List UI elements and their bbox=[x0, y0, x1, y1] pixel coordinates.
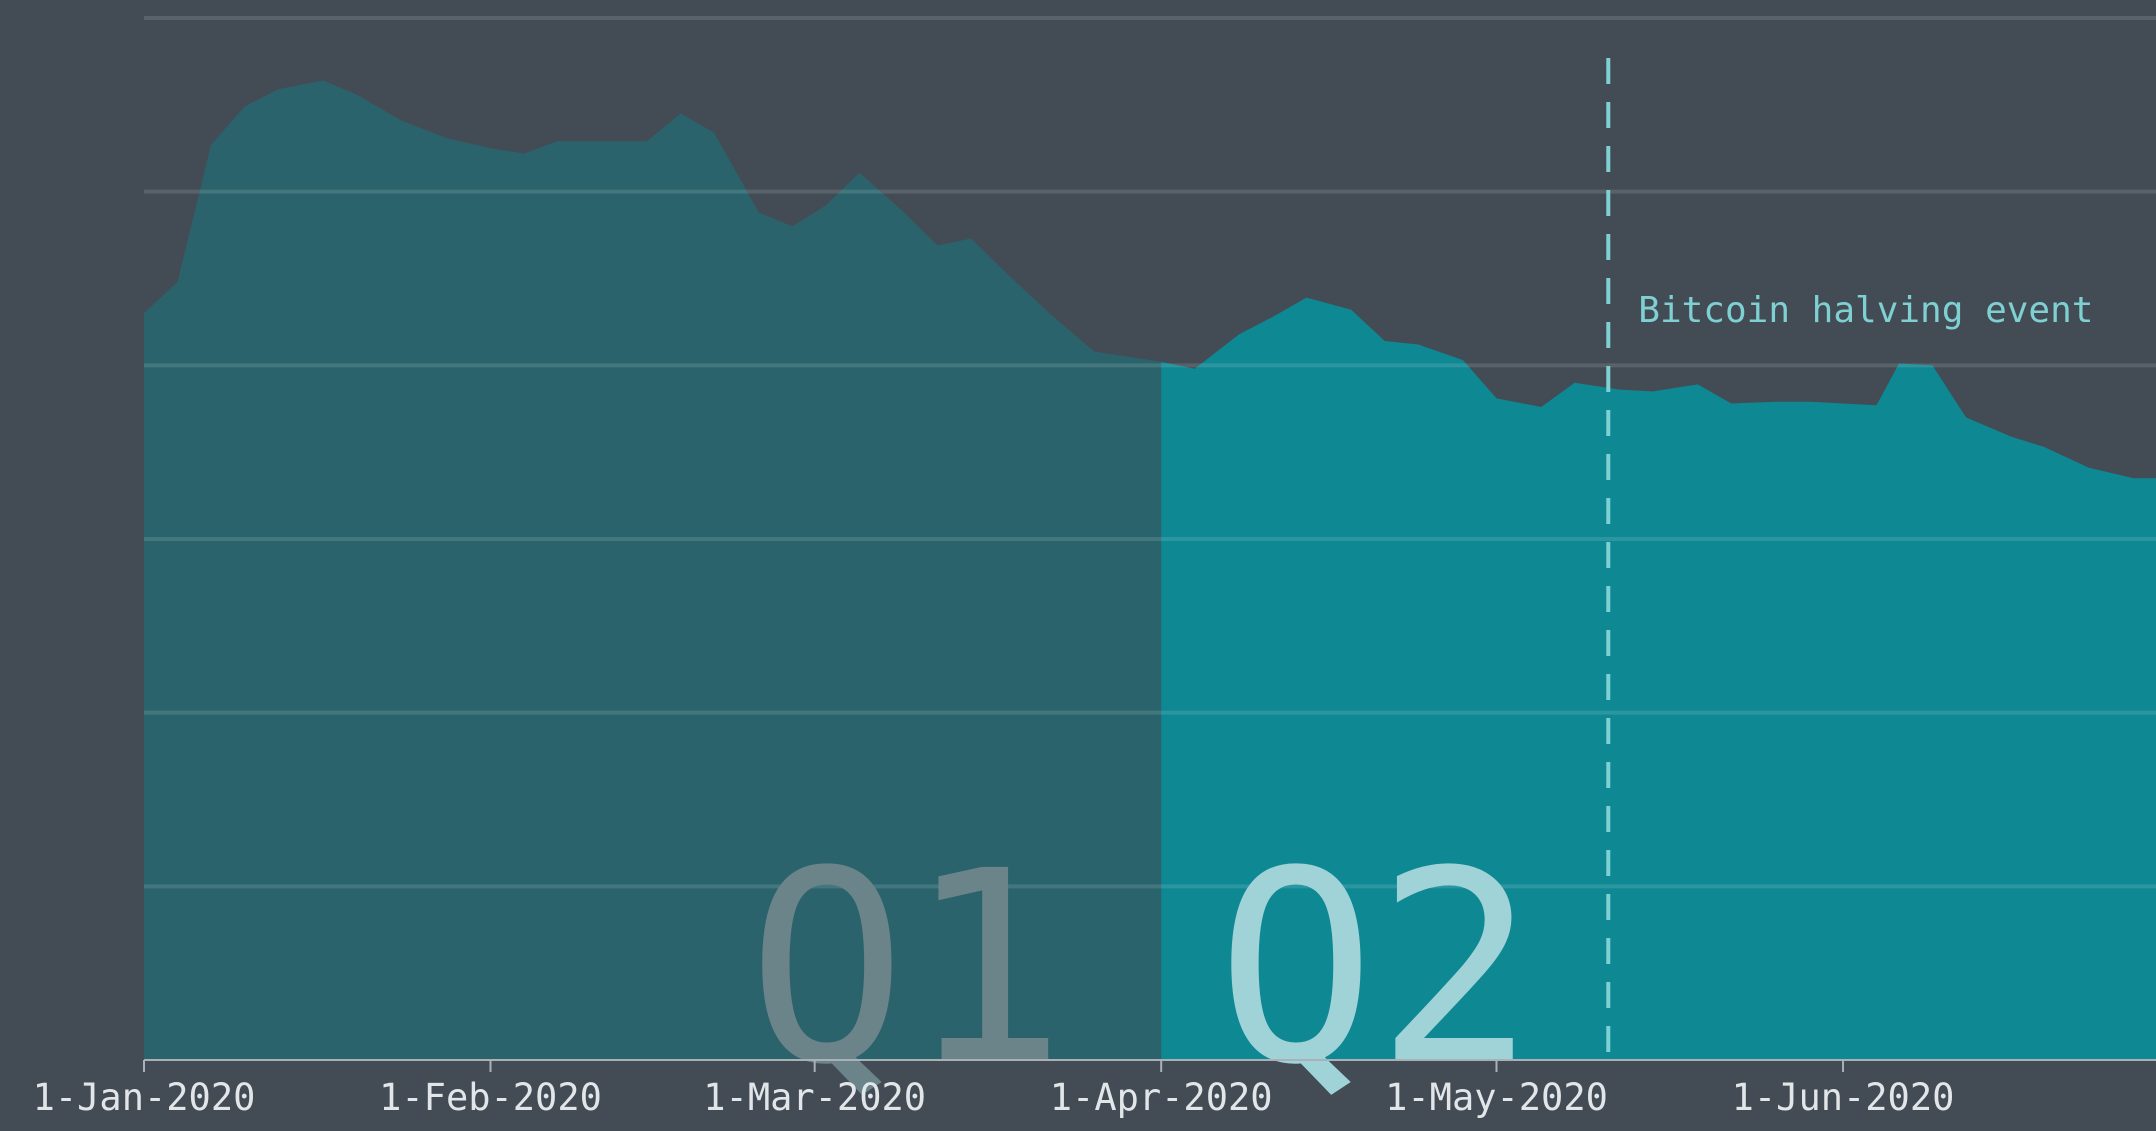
quarter-label: Q1 bbox=[747, 815, 1066, 1123]
x-tick-label: 1-Mar-2020 bbox=[703, 1076, 926, 1119]
x-tick-label: 1-Jan-2020 bbox=[33, 1076, 256, 1119]
x-tick-label: 1-May-2020 bbox=[1385, 1076, 1608, 1119]
area bbox=[144, 80, 1162, 1060]
x-tick-label: 1-Jun-2020 bbox=[1732, 1076, 1955, 1119]
x-tick-label: 1-Feb-2020 bbox=[379, 1076, 602, 1119]
quarter-label: Q2 bbox=[1216, 815, 1535, 1123]
area bbox=[1161, 297, 2156, 1060]
x-tick-label: 1-Apr-2020 bbox=[1050, 1076, 1273, 1119]
annotation-text: Bitcoin halving event bbox=[1638, 290, 2093, 331]
